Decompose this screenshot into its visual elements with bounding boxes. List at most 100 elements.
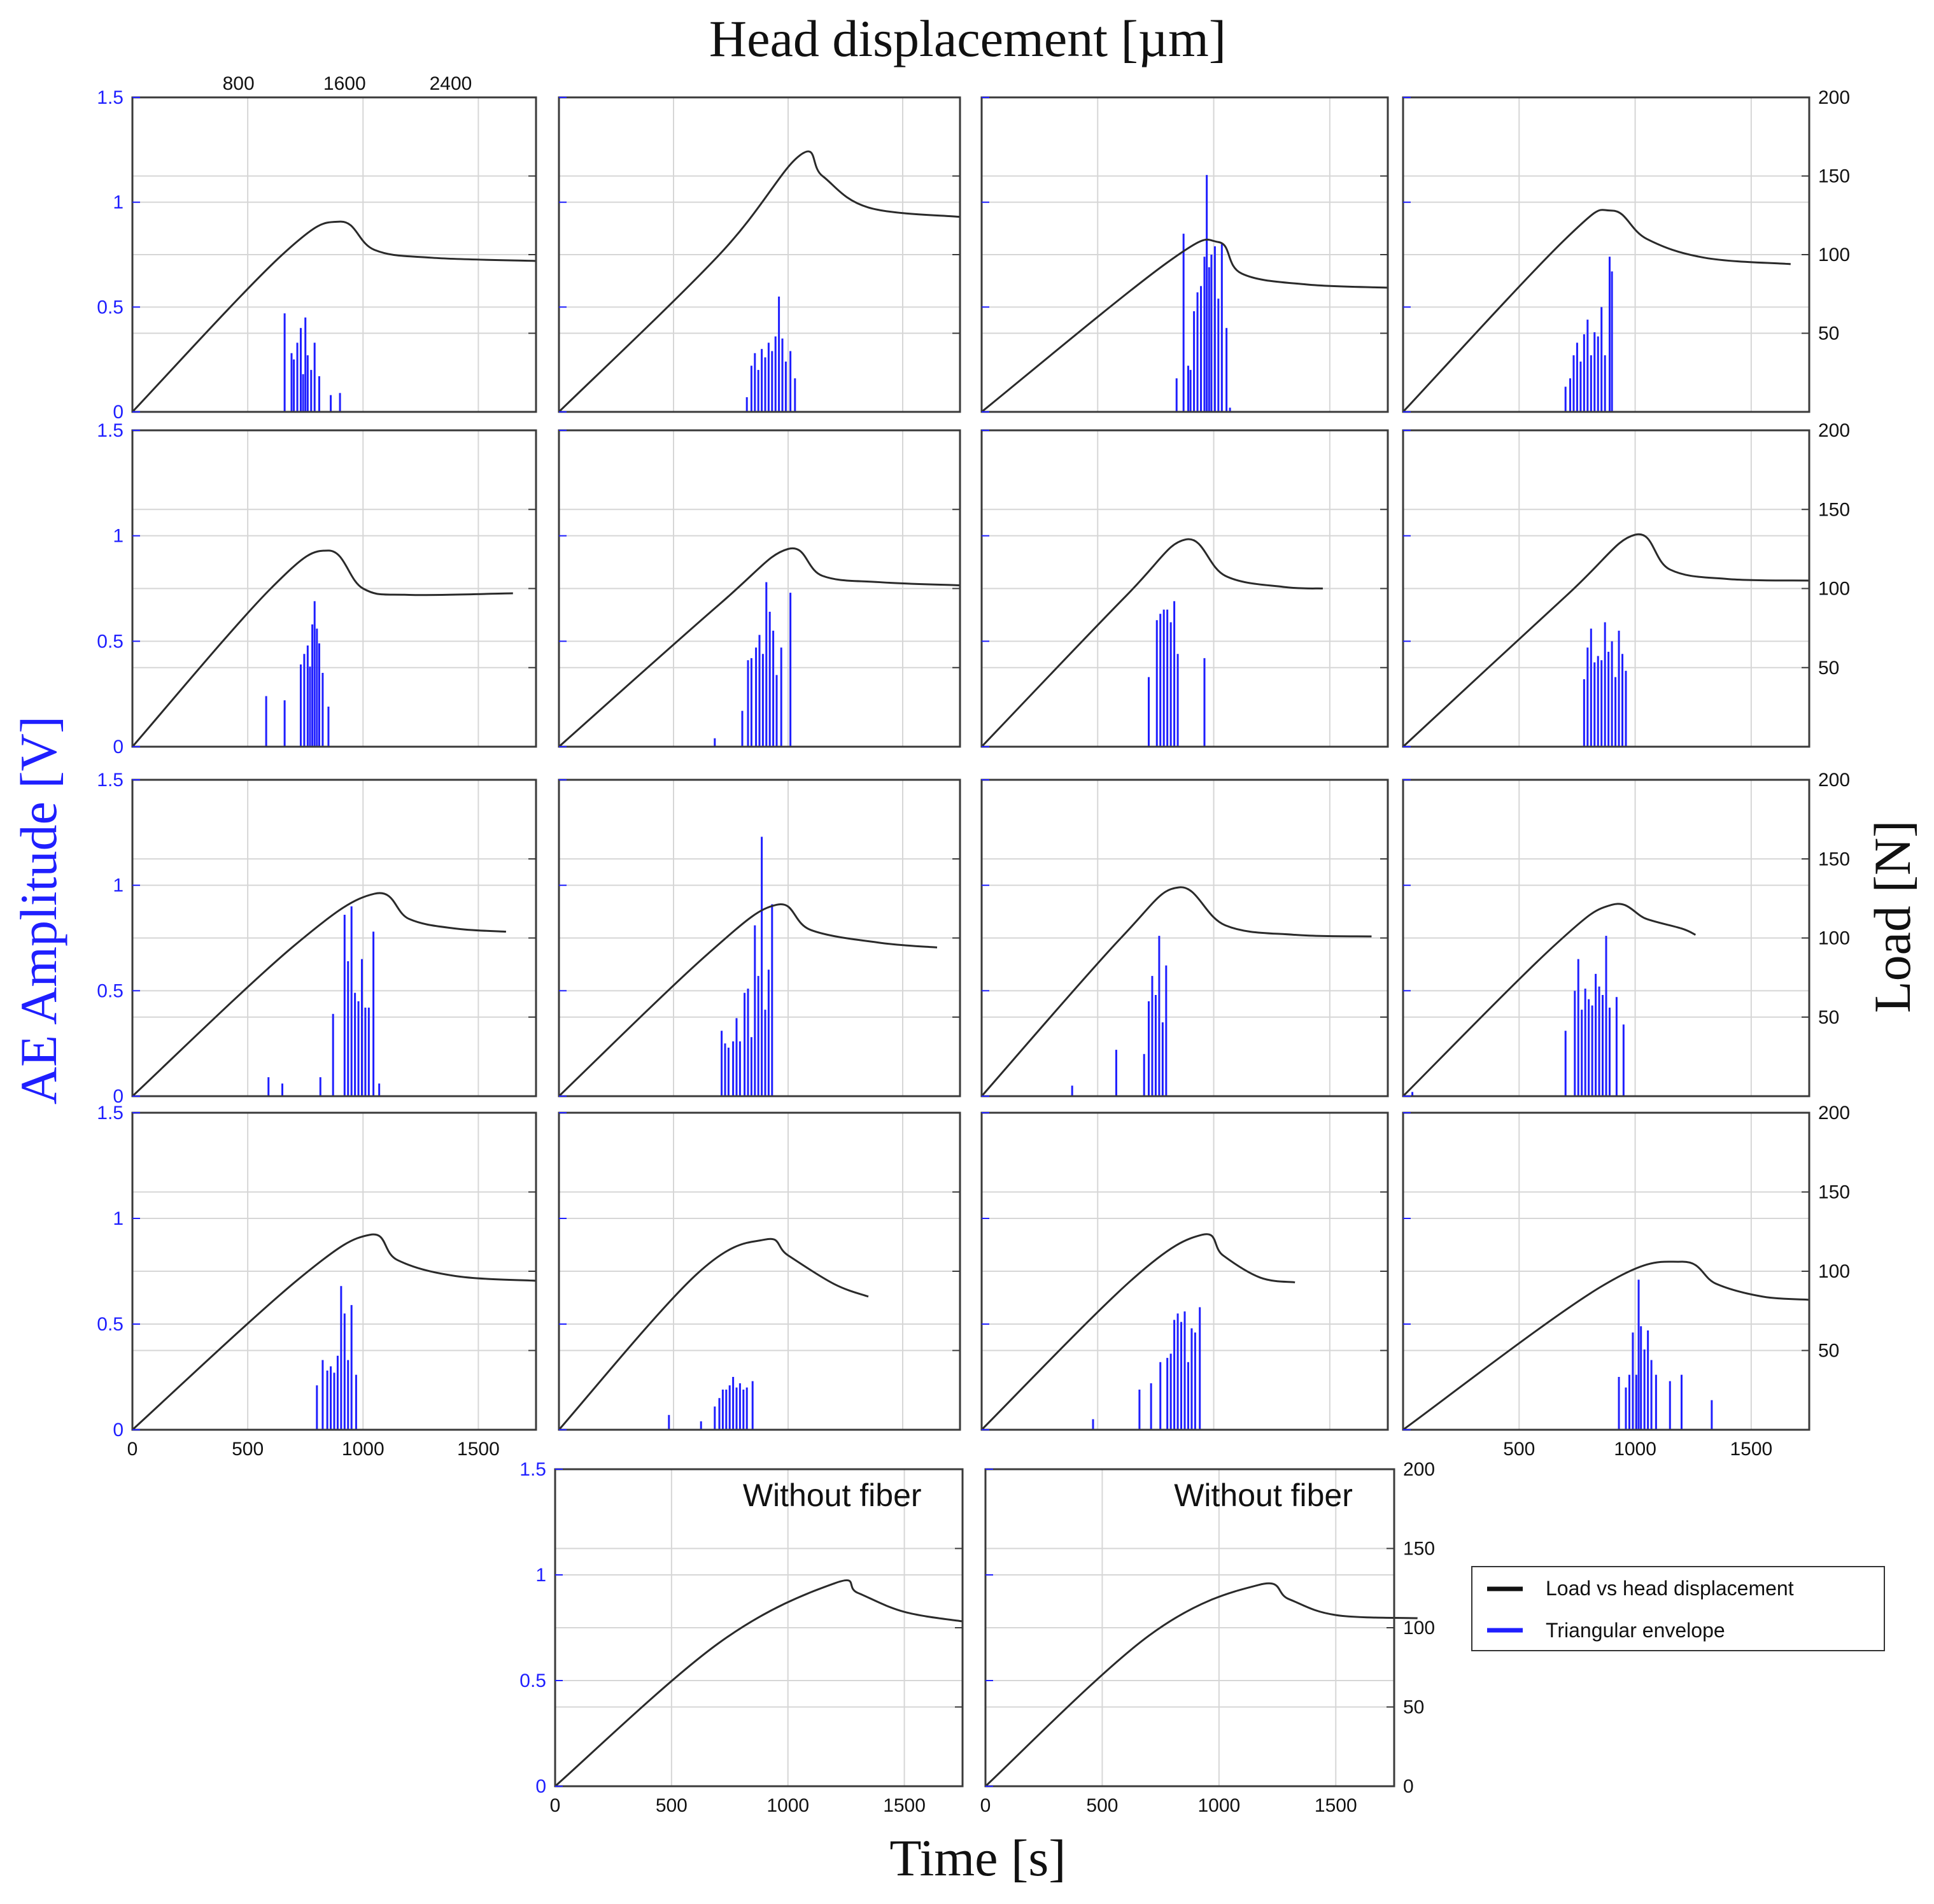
panel-r3c3 bbox=[980, 779, 1389, 1097]
left-tick-label: 0.5 bbox=[519, 1670, 546, 1691]
panel-r1c3 bbox=[980, 96, 1389, 413]
left-tick-label: 0 bbox=[113, 737, 124, 758]
panel-r4c3 bbox=[980, 1111, 1389, 1431]
top-x-tick-label: 2400 bbox=[430, 73, 472, 94]
right-tick-label: 50 bbox=[1403, 1697, 1424, 1718]
panel-note: Without fiber bbox=[743, 1477, 922, 1513]
right-tick-label: 100 bbox=[1818, 579, 1850, 600]
panel-r2c3 bbox=[980, 429, 1389, 748]
right-tick-label: 200 bbox=[1818, 87, 1850, 108]
panel-r1c1: 0 0.5 1 1.5 800 1600 2400 bbox=[97, 73, 537, 423]
right-tick-label: 200 bbox=[1403, 1459, 1435, 1480]
load-curve bbox=[558, 547, 961, 748]
load-curve bbox=[1402, 1260, 1810, 1431]
left-tick-label: 0.5 bbox=[97, 980, 124, 1001]
right-tick-label: 150 bbox=[1818, 1182, 1850, 1203]
x-tick-label: 1000 bbox=[342, 1439, 385, 1460]
right-tick-label: 50 bbox=[1818, 658, 1839, 679]
left-tick-label: 0 bbox=[113, 1420, 124, 1441]
y-axis-label-left: AE Amplitude [V] bbox=[10, 716, 67, 1104]
load-curve bbox=[131, 220, 537, 413]
load-curve bbox=[554, 1579, 963, 1788]
left-tick-label: 1 bbox=[113, 192, 124, 213]
legend: Load vs head displacement Triangular env… bbox=[1471, 1566, 1885, 1651]
right-tick-label: 150 bbox=[1818, 499, 1850, 520]
x-tick-label: 500 bbox=[1503, 1439, 1535, 1460]
legend-load-label: Load vs head displacement bbox=[1546, 1577, 1794, 1600]
panel-r2c4: 50 100 150 200 bbox=[1402, 420, 1850, 748]
right-tick-label: 200 bbox=[1818, 420, 1850, 441]
panel-r2c2 bbox=[558, 429, 961, 748]
left-tick-label: 0 bbox=[113, 402, 124, 423]
left-tick-label: 1.5 bbox=[97, 87, 124, 108]
left-tick-label: 1 bbox=[535, 1565, 546, 1586]
load-curve bbox=[558, 903, 938, 1097]
panel-r5c1: 0 0.5 1 1.5 0 500 1000 1500 Without fiber bbox=[519, 1459, 964, 1816]
left-tick-label: 0.5 bbox=[97, 297, 124, 318]
load-curve bbox=[131, 1233, 537, 1431]
load-curve bbox=[1402, 533, 1810, 748]
legend-box bbox=[1471, 1566, 1885, 1651]
left-tick-label: 1 bbox=[113, 526, 124, 547]
panel-r3c4: 50 100 150 200 bbox=[1402, 770, 1850, 1097]
panel-note: Without fiber bbox=[1174, 1477, 1353, 1513]
load-curve bbox=[1402, 903, 1697, 1097]
figure-title: Head displacement [µm] bbox=[709, 10, 1226, 67]
load-curve bbox=[131, 549, 513, 747]
right-tick-label: 100 bbox=[1818, 1261, 1850, 1282]
panel-r3c1: 0 0.5 1 1.5 bbox=[97, 770, 537, 1107]
load-curve bbox=[980, 538, 1323, 748]
x-tick-label: 500 bbox=[656, 1795, 688, 1816]
x-axis-label: Time [s] bbox=[889, 1829, 1066, 1887]
left-tick-label: 1.5 bbox=[97, 420, 124, 441]
left-tick-label: 1 bbox=[113, 875, 124, 896]
right-tick-label: 100 bbox=[1818, 928, 1850, 949]
right-tick-label: 50 bbox=[1818, 1007, 1839, 1028]
left-tick-label: 0 bbox=[535, 1776, 546, 1797]
load-curve bbox=[980, 886, 1372, 1097]
panel-r1c4: 50 100 150 200 bbox=[1402, 87, 1850, 413]
panel-r5c2: 0 50 100 150 200 0 500 1000 1500 Without fiber bbox=[980, 1459, 1435, 1816]
right-tick-label: 200 bbox=[1818, 1103, 1850, 1124]
x-tick-label: 0 bbox=[980, 1795, 991, 1816]
x-tick-label: 1000 bbox=[766, 1795, 809, 1816]
x-tick-label: 1500 bbox=[1315, 1795, 1357, 1816]
x-tick-label: 500 bbox=[1086, 1795, 1118, 1816]
load-curve bbox=[558, 1238, 869, 1430]
panel-r4c2 bbox=[558, 1111, 961, 1431]
y-axis-label-right: Load [N] bbox=[1863, 821, 1921, 1013]
left-tick-label: 0 bbox=[113, 1086, 124, 1107]
x-tick-label: 1000 bbox=[1197, 1795, 1240, 1816]
x-tick-label: 1500 bbox=[457, 1439, 500, 1460]
left-tick-label: 1.5 bbox=[519, 1459, 546, 1480]
right-tick-label: 150 bbox=[1403, 1539, 1435, 1560]
left-tick-label: 1.5 bbox=[97, 770, 124, 791]
panel-r3c2 bbox=[558, 779, 961, 1097]
left-tick-label: 1.5 bbox=[97, 1103, 124, 1124]
top-x-tick-label: 800 bbox=[223, 73, 255, 94]
legend-ae-label: Triangular envelope bbox=[1546, 1619, 1725, 1642]
panel-r4c1: 0 0.5 1 1.5 0 500 1000 1500 bbox=[97, 1103, 537, 1460]
right-tick-label: 200 bbox=[1818, 770, 1850, 791]
left-tick-label: 0.5 bbox=[97, 631, 124, 652]
load-curve bbox=[981, 238, 1388, 413]
x-tick-label: 1000 bbox=[1614, 1439, 1656, 1460]
left-tick-label: 0.5 bbox=[97, 1314, 124, 1335]
right-tick-label: 50 bbox=[1818, 323, 1839, 344]
panel-r4c4: 50 100 150 200 500 1000 1500 bbox=[1402, 1103, 1850, 1460]
x-tick-label: 1500 bbox=[1730, 1439, 1772, 1460]
right-tick-label: 150 bbox=[1818, 849, 1850, 870]
load-curve bbox=[980, 1233, 1295, 1431]
x-tick-label: 0 bbox=[550, 1795, 561, 1816]
top-x-tick-label: 1600 bbox=[323, 73, 366, 94]
load-curve bbox=[1402, 209, 1791, 413]
left-tick-label: 1 bbox=[113, 1208, 124, 1229]
panel-r2c1: 0 0.5 1 1.5 bbox=[97, 420, 537, 758]
right-tick-label: 100 bbox=[1403, 1618, 1435, 1639]
load-curve bbox=[984, 1582, 1418, 1788]
x-tick-label: 0 bbox=[127, 1439, 138, 1460]
load-curve bbox=[131, 892, 506, 1097]
panel-r1c2 bbox=[558, 96, 961, 413]
right-tick-label: 0 bbox=[1403, 1776, 1414, 1797]
